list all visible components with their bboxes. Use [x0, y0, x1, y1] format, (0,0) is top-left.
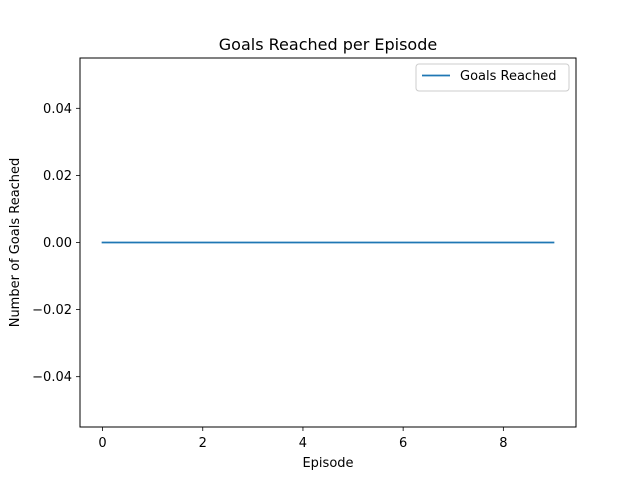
y-axis-label: Number of Goals Reached — [8, 158, 23, 328]
plot-area: 0 2 4 6 8 −0.04 −0.02 0.00 0.02 0.04 — [32, 57, 577, 451]
y-tick-label: 0.00 — [43, 236, 72, 251]
x-tick-label: 8 — [499, 436, 507, 451]
x-axis-ticks: 0 2 4 6 8 — [98, 427, 507, 451]
x-tick-label: 4 — [299, 436, 307, 451]
plot-frame — [79, 57, 577, 428]
y-tick-label: 0.02 — [43, 169, 72, 184]
legend-box — [415, 63, 570, 92]
y-tick-label: −0.02 — [32, 303, 72, 318]
x-tick-label: 6 — [399, 436, 407, 451]
legend-label: Goals Reached — [460, 69, 557, 84]
x-axis-label: Episode — [302, 456, 353, 471]
x-tick-label: 2 — [199, 436, 207, 451]
chart-title: Goals Reached per Episode — [219, 35, 437, 54]
y-axis-ticks: −0.04 −0.02 0.00 0.02 0.04 — [32, 102, 80, 385]
y-tick-label: −0.04 — [32, 370, 72, 385]
legend: Goals Reached — [415, 63, 570, 92]
y-tick-label: 0.04 — [43, 102, 72, 117]
x-tick-label: 0 — [98, 436, 106, 451]
